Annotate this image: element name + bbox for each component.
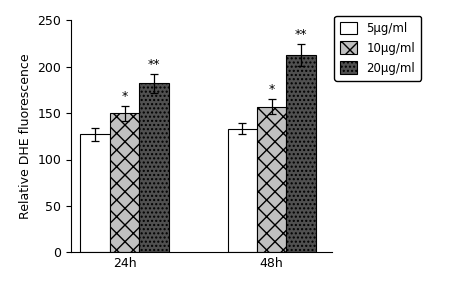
Text: *: * [121, 90, 128, 103]
Bar [81, 135, 110, 252]
Text: *: * [268, 84, 275, 96]
Bar [139, 84, 169, 252]
Bar [257, 107, 286, 252]
Text: **: ** [148, 58, 160, 71]
Bar [110, 113, 139, 252]
Legend: 5μg/ml, 10μg/ml, 20μg/ml: 5μg/ml, 10μg/ml, 20μg/ml [334, 16, 421, 81]
Text: **: ** [295, 28, 307, 41]
Y-axis label: Relative DHE fluorescence: Relative DHE fluorescence [19, 53, 32, 219]
Bar [228, 129, 257, 252]
Bar [286, 55, 316, 252]
